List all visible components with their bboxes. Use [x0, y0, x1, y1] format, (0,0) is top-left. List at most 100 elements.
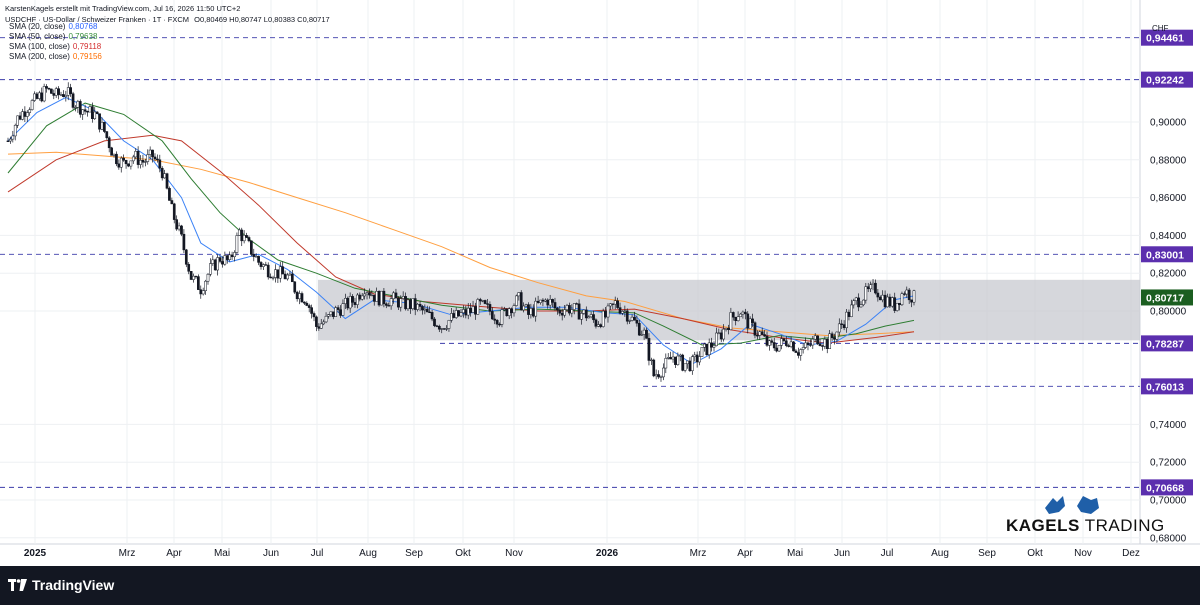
candle-down [69, 87, 72, 94]
candle-down [727, 327, 730, 330]
sma-50-line [7, 102, 915, 346]
legend-sma-50[interactable]: SMA (50, close) 0,79638 [9, 32, 102, 42]
price-level-label: 0,80717 [1146, 292, 1184, 304]
time-tick-label: Apr [737, 548, 753, 559]
legend-value: 0,79638 [68, 32, 98, 41]
candle-down [252, 254, 256, 257]
candle-up [356, 294, 359, 305]
candle-down [124, 160, 128, 165]
candle-up [445, 328, 448, 330]
candle-down [674, 356, 677, 365]
price-tick-label: 0,70000 [1150, 496, 1187, 507]
candle-down [213, 259, 217, 271]
candle-up [416, 303, 419, 310]
candle-down [541, 299, 545, 302]
candle-up [862, 299, 865, 306]
candle-up [758, 331, 762, 336]
candle-up [389, 298, 393, 307]
candle-down [153, 156, 157, 160]
price-tick-label: 0,68000 [1150, 533, 1187, 544]
chart-header: KarstenKagels erstellt mit TradingView.c… [5, 4, 330, 24]
candle-down [505, 308, 509, 316]
candle-down [269, 276, 272, 279]
candle-up [119, 157, 123, 168]
candle-down [110, 147, 113, 156]
candle-up [587, 316, 591, 319]
candle-up [380, 290, 383, 306]
candle-down [577, 303, 581, 320]
candle-down [180, 225, 183, 235]
tradingview-logo[interactable]: TradingView [8, 577, 114, 593]
legend-sma-20[interactable]: SMA (20, close) 0,80768 [9, 22, 102, 32]
legend-sma-100[interactable]: SMA (100, close) 0,79118 [9, 42, 102, 52]
candle-down [421, 306, 424, 311]
candle-down [168, 188, 171, 201]
candle-down [765, 335, 769, 346]
candle-up [539, 299, 542, 303]
candle-down [840, 323, 844, 325]
candle-up [690, 356, 694, 372]
candle-up [360, 295, 364, 300]
candle-down [806, 342, 810, 345]
candle-up [739, 313, 742, 318]
candle-down [156, 158, 159, 161]
candle-up [74, 107, 77, 109]
candle-down [122, 157, 126, 161]
candle-down [519, 292, 523, 311]
candle-down [382, 290, 386, 305]
candle-down [430, 312, 434, 320]
candle-down [86, 111, 89, 113]
candle-down [247, 237, 251, 242]
time-tick-label: Apr [166, 548, 182, 559]
candle-up [148, 149, 152, 155]
price-level-label: 0,76013 [1146, 381, 1184, 393]
time-tick-label: Dez [1122, 548, 1140, 559]
candle-down [792, 341, 795, 352]
candle-up [748, 318, 752, 329]
candle-down [536, 300, 540, 303]
candle-down [115, 153, 118, 165]
candle-down [290, 273, 294, 283]
candle-up [515, 295, 518, 306]
candle-down [409, 299, 412, 309]
candle-down [556, 307, 559, 311]
candle-up [671, 356, 675, 360]
legend-sma-200[interactable]: SMA (200, close) 0,79156 [9, 52, 102, 62]
candle-up [11, 135, 15, 140]
price-level-badge [1141, 289, 1193, 306]
candle-up [777, 345, 781, 352]
candle-down [652, 359, 656, 377]
candle-up [650, 359, 653, 362]
candle-up [837, 323, 841, 333]
candle-down [437, 325, 441, 330]
candle-up [33, 93, 36, 101]
candle-up [481, 300, 485, 302]
candle-up [712, 345, 716, 348]
candle-up [466, 307, 470, 316]
candle-down [175, 219, 179, 230]
candle-down [184, 249, 188, 265]
legend-label: SMA (200, close) [9, 52, 70, 61]
legend-label: SMA (50, close) [9, 32, 66, 41]
candle-down [384, 303, 388, 306]
candle-down [23, 111, 27, 117]
price-chart[interactable]: 0,90000 0,88000 0,86000 0,84000 0,82000 0,800… [0, 0, 1200, 566]
candle-down [182, 233, 186, 251]
candle-down [107, 137, 111, 149]
candle-down [787, 345, 791, 347]
candle-down [809, 344, 812, 346]
candle-down [568, 305, 571, 314]
candle-down [413, 298, 417, 310]
price-tick-label: 0,82000 [1150, 269, 1187, 280]
candle-down [127, 163, 130, 167]
candle-down [743, 311, 747, 315]
candle-up [811, 338, 815, 346]
candle-down [331, 311, 335, 317]
candle-up [16, 115, 19, 126]
candle-down [719, 332, 723, 340]
candle-up [235, 235, 239, 253]
time-tick-label: Sep [405, 548, 423, 559]
candle-up [286, 274, 289, 280]
candle-up [895, 302, 899, 311]
candle-down [910, 299, 913, 303]
